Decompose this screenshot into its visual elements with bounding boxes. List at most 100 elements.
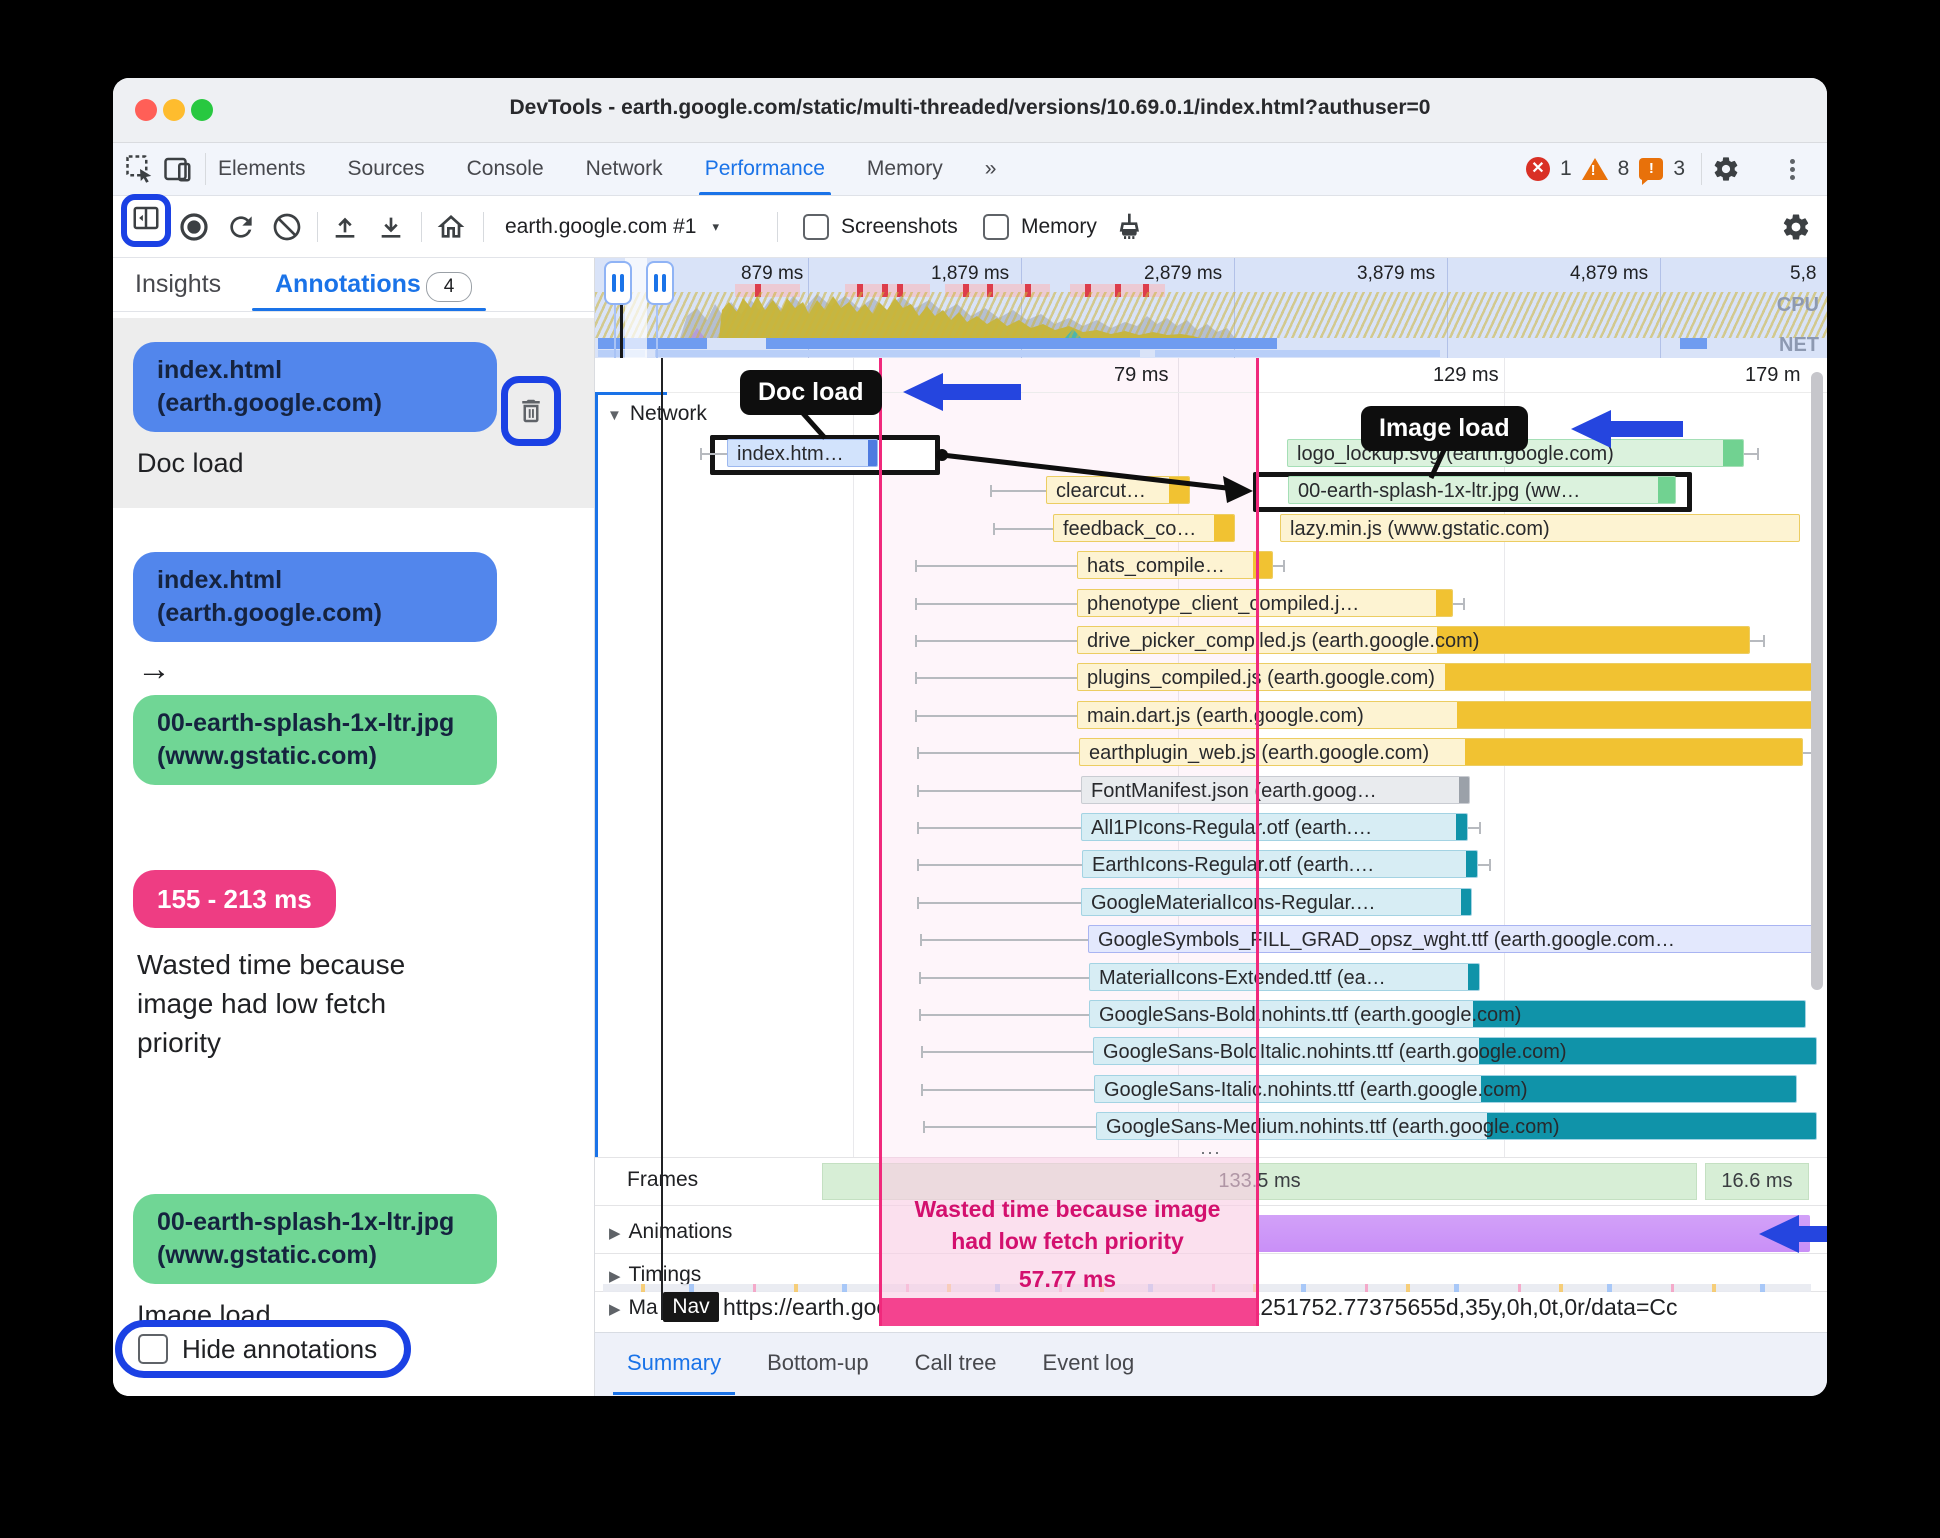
reload-and-record-button[interactable] <box>225 209 257 245</box>
request-bar-script[interactable]: lazy.min.js (www.gstatic.com) <box>1280 514 1800 542</box>
network-request-row[interactable]: earthplugin_web.js (earth.google.com) <box>595 738 1827 768</box>
network-request-row[interactable]: lazy.min.js (www.gstatic.com) <box>595 514 1827 544</box>
timeline-overview[interactable]: 879 ms 1,879 ms 2,879 ms 3,879 ms 4,879 ms 5,… <box>595 258 1827 359</box>
bottom-tab-calltree[interactable]: Call tree <box>914 1349 997 1375</box>
annotation-entry[interactable]: index.html (earth.google.com) Doc load <box>133 342 497 479</box>
tab-console[interactable]: Console <box>466 157 544 180</box>
more-options-kebab-icon[interactable] <box>1789 156 1795 182</box>
overview-right-drag-handle[interactable] <box>646 261 674 305</box>
vertical-scrollbar[interactable] <box>1811 372 1823 990</box>
tab-performance[interactable]: Performance <box>698 143 832 195</box>
annotation-entry[interactable]: index.html (earth.google.com) → 00-earth… <box>133 552 497 785</box>
request-bar-font[interactable]: GoogleMaterialIcons-Regular.… <box>1081 888 1472 916</box>
animations-track-label[interactable]: ▶ Animations <box>609 1220 733 1243</box>
flame-chart[interactable]: 79 ms 129 ms 179 m ▼ Network index.htm… logo… <box>595 358 1827 1332</box>
memory-checkbox[interactable]: Memory <box>983 209 1097 245</box>
overview-left-drag-handle[interactable] <box>604 261 632 305</box>
collect-garbage-button[interactable] <box>1108 209 1140 245</box>
request-bar-script[interactable]: feedback_co… <box>1053 514 1235 542</box>
home-button[interactable] <box>435 209 467 245</box>
request-bar-script[interactable]: earthplugin_web.js (earth.google.com) <box>1079 738 1803 766</box>
delete-annotation-icon[interactable] <box>516 396 546 426</box>
request-bar-symbols[interactable]: GoogleSymbols_FILL_GRAD_opsz_wght.ttf (e… <box>1088 925 1817 953</box>
network-request-row[interactable]: All1PIcons-Regular.otf (earth.… <box>595 813 1827 843</box>
zoom-window-button[interactable] <box>191 99 213 121</box>
network-request-row[interactable]: GoogleSans-Medium.nohints.ttf (earth.goo… <box>595 1112 1827 1142</box>
network-request-row[interactable]: GoogleSans-Italic.nohints.ttf (earth.goo… <box>595 1075 1827 1105</box>
device-toolbar-icon[interactable] <box>163 154 193 184</box>
request-bar-image[interactable]: 00-earth-splash-1x-ltr.jpg (ww… <box>1288 476 1676 504</box>
screenshots-checkbox[interactable]: Screenshots <box>803 209 958 245</box>
network-request-row[interactable]: drive_picker_compiled.js (earth.google.c… <box>595 626 1827 656</box>
network-request-row[interactable]: plugins_compiled.js (earth.google.com) <box>595 663 1827 693</box>
range-start-line[interactable] <box>879 358 882 1326</box>
animations-bar[interactable] <box>1257 1215 1810 1252</box>
tab-memory[interactable]: Memory <box>866 157 943 180</box>
network-request-row[interactable]: main.dart.js (earth.google.com) <box>595 701 1827 731</box>
request-bar-font[interactable]: EarthIcons-Regular.otf (earth.… <box>1082 850 1478 878</box>
doc-load-annotation-label[interactable]: Doc load <box>740 370 882 415</box>
hide-annotations-checkbox[interactable] <box>138 1334 168 1364</box>
network-request-row[interactable]: phenotype_client_compiled.j… <box>595 589 1827 619</box>
inspect-icon[interactable] <box>125 154 155 184</box>
request-bar-font[interactable]: GoogleSans-BoldItalic.nohints.ttf (earth… <box>1093 1037 1817 1065</box>
network-request-row[interactable]: feedback_co… <box>595 514 1827 544</box>
warning-badge-icon[interactable]: ! <box>1581 158 1608 180</box>
minimize-window-button[interactable] <box>163 99 185 121</box>
tab-elements[interactable]: Elements <box>218 157 306 180</box>
settings-gear-icon[interactable] <box>1712 155 1740 183</box>
frame-duration-segment[interactable]: 16.6 ms <box>1705 1163 1809 1200</box>
network-request-row[interactable]: GoogleSymbols_FILL_GRAD_opsz_wght.ttf (e… <box>595 925 1827 955</box>
tab-insights[interactable]: Insights <box>135 270 222 298</box>
network-request-row[interactable]: logo_lockup.svg (earth.google.com) <box>595 439 1827 469</box>
request-bar-json[interactable]: FontManifest.json (earth.goog… <box>1081 776 1470 804</box>
network-request-row[interactable]: GoogleMaterialIcons-Regular.… <box>595 888 1827 918</box>
request-bar-script[interactable]: plugins_compiled.js (earth.google.com) <box>1077 663 1817 691</box>
timings-track-label[interactable]: ▶ Timings <box>609 1263 702 1286</box>
network-track-header[interactable]: ▼ Network <box>607 402 707 426</box>
entity-chip-image[interactable]: 00-earth-splash-1x-ltr.jpg (www.gstatic.… <box>133 695 497 785</box>
range-end-line[interactable] <box>1256 358 1259 1326</box>
network-request-row[interactable]: GoogleSans-Bold.nohints.ttf (earth.googl… <box>595 1000 1827 1030</box>
network-request-row[interactable]: 00-earth-splash-1x-ltr.jpg (ww… <box>595 472 1827 512</box>
toggle-sidebar-button[interactable] <box>121 193 171 247</box>
annotation-entry[interactable]: 00-earth-splash-1x-ltr.jpg (www.gstatic.… <box>133 1194 497 1331</box>
request-bar-script[interactable]: main.dart.js (earth.google.com) <box>1077 701 1817 729</box>
save-profile-button[interactable] <box>375 209 407 245</box>
request-bar-font[interactable]: GoogleSans-Medium.nohints.ttf (earth.goo… <box>1096 1112 1817 1140</box>
network-request-row[interactable]: EarthIcons-Regular.otf (earth.… <box>595 850 1827 880</box>
clear-recording-button[interactable] <box>271 209 303 245</box>
bottom-tab-bottomup[interactable]: Bottom-up <box>767 1349 869 1375</box>
request-bar-font[interactable]: GoogleSans-Italic.nohints.ttf (earth.goo… <box>1094 1075 1797 1103</box>
error-badge-icon[interactable]: ✕ <box>1525 157 1550 181</box>
network-request-row[interactable]: FontManifest.json (earth.goog… <box>595 776 1827 806</box>
bottom-tab-summary[interactable]: Summary <box>612 1333 736 1397</box>
entity-chip-doc[interactable]: index.html (earth.google.com) <box>133 342 497 432</box>
issues-badge-icon[interactable]: ! <box>1639 158 1664 185</box>
network-request-row[interactable]: GoogleSans-BoldItalic.nohints.ttf (earth… <box>595 1037 1827 1067</box>
annotation-entry[interactable]: 155 - 213 ms Wasted time because image h… <box>133 870 473 1062</box>
entity-chip-doc[interactable]: index.html (earth.google.com) <box>133 552 497 642</box>
tab-annotations[interactable]: Annotations <box>275 270 421 298</box>
performance-settings-gear-icon[interactable] <box>1781 209 1811 245</box>
main-track-label[interactable]: ▶ Ma <box>609 1296 658 1319</box>
entity-chip-image[interactable]: 00-earth-splash-1x-ltr.jpg (www.gstatic.… <box>133 1194 497 1284</box>
load-profile-button[interactable] <box>329 209 361 245</box>
bottom-tab-eventlog[interactable]: Event log <box>1042 1349 1135 1375</box>
history-dropdown[interactable]: earth.google.com #1 ▾ <box>505 209 719 245</box>
tab-sources[interactable]: Sources <box>347 157 425 180</box>
record-button[interactable] <box>178 209 210 245</box>
close-window-button[interactable] <box>135 99 157 121</box>
tab-network[interactable]: Network <box>585 157 663 180</box>
time-range-badge[interactable]: 155 - 213 ms <box>133 870 336 929</box>
request-bar-font[interactable]: GoogleSans-Bold.nohints.ttf (earth.googl… <box>1089 1000 1806 1028</box>
network-request-row[interactable]: hats_compile… <box>595 551 1827 581</box>
request-bar-font[interactable]: All1PIcons-Regular.otf (earth.… <box>1081 813 1468 841</box>
request-bar-script[interactable]: drive_picker_compiled.js (earth.google.c… <box>1077 626 1750 654</box>
request-bar-script[interactable]: phenotype_client_compiled.j… <box>1077 589 1453 617</box>
tab-[interactable]: » <box>984 157 997 180</box>
request-bar-font[interactable]: MaterialIcons-Extended.ttf (ea… <box>1089 963 1480 991</box>
image-load-annotation-label[interactable]: Image load <box>1361 406 1528 451</box>
request-bar-script[interactable]: hats_compile… <box>1077 551 1273 579</box>
network-request-row[interactable]: MaterialIcons-Extended.ttf (ea… <box>595 963 1827 993</box>
